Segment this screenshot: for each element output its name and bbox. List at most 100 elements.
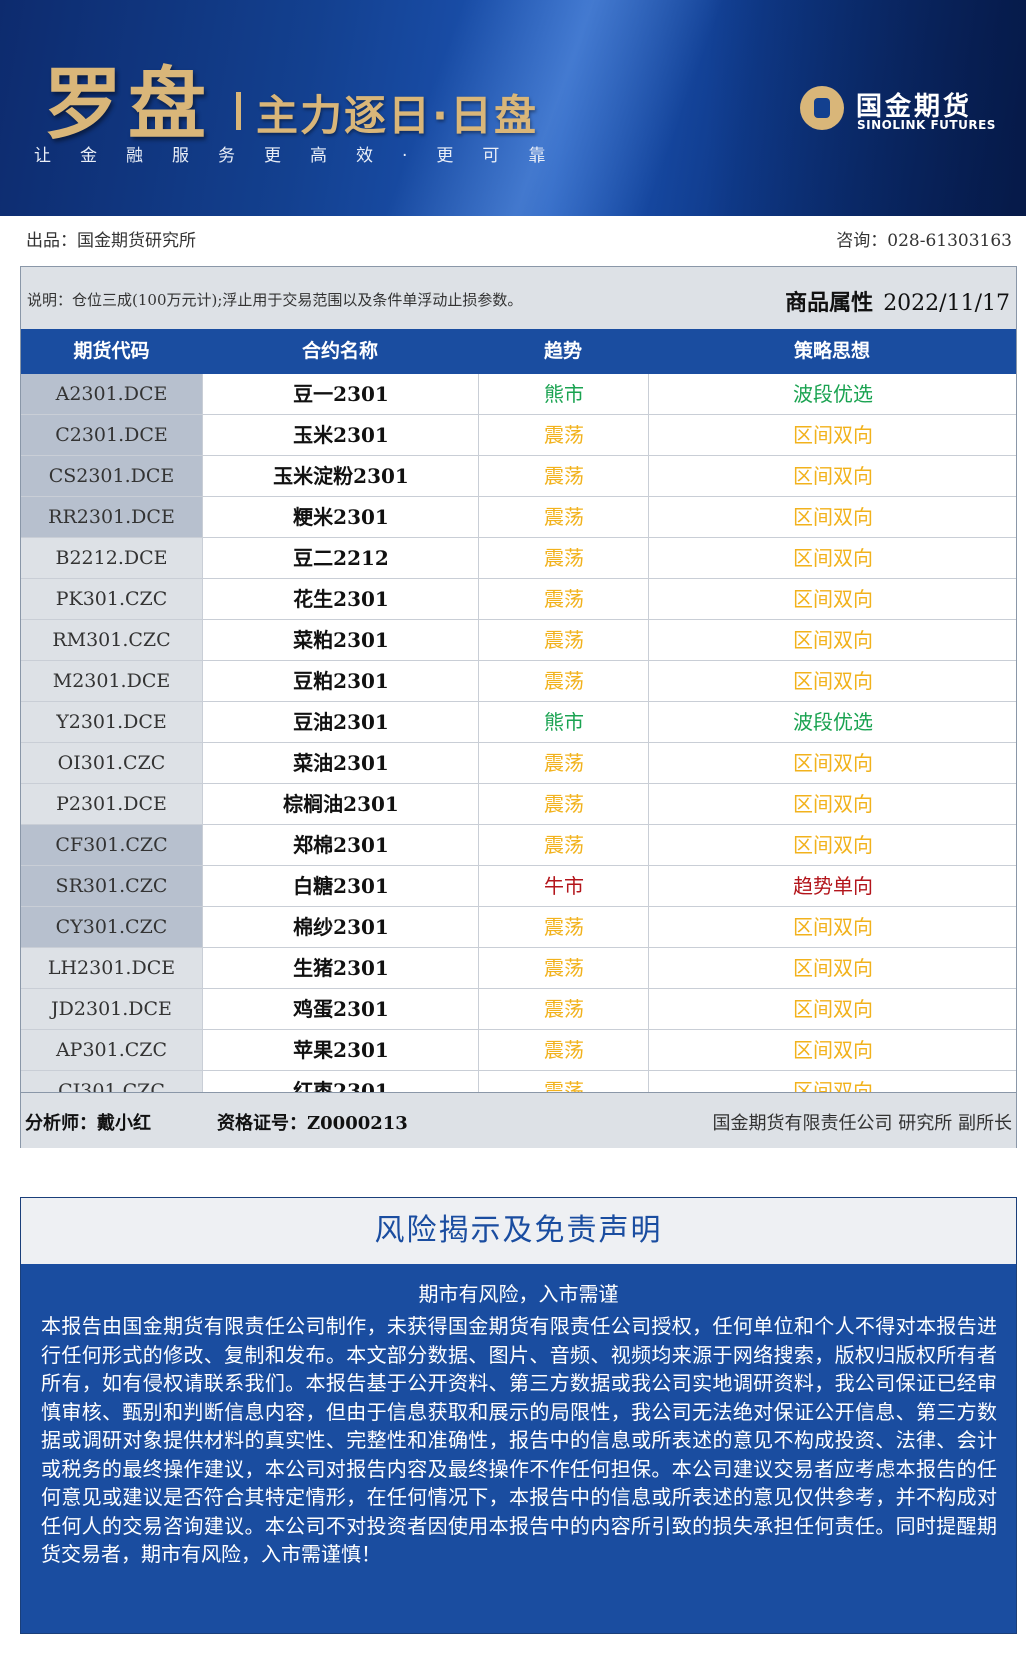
strategy: 区间双向 xyxy=(648,825,1017,865)
property-date: 商品属性 2022/11/17 xyxy=(785,285,1010,317)
contact-phone: 咨询：028-61303163 xyxy=(836,231,1012,251)
table-row: CF301.CZC 郑棉2301 震荡 区间双向 xyxy=(21,825,1016,866)
strategy: 区间双向 xyxy=(648,497,1017,537)
table-note-row: 说明：仓位三成(100万元计);浮止用于交易范围以及条件单浮动止损参数。 商品属… xyxy=(21,267,1016,329)
certificate-number: 资格证号：Z0000213 xyxy=(217,1113,408,1134)
futures-code: P2301.DCE xyxy=(21,784,202,824)
header-strategy: 策略思想 xyxy=(793,340,870,362)
table-row: OI301.CZC 菜油2301 震荡 区间双向 xyxy=(21,743,1016,784)
futures-code: CF301.CZC xyxy=(21,825,202,865)
trend: 震荡 xyxy=(478,948,649,988)
contract-name: 菜油2301 xyxy=(202,743,479,783)
futures-code: OI301.CZC xyxy=(21,743,202,783)
brand-divider xyxy=(236,92,241,130)
table-row: JD2301.DCE 鸡蛋2301 震荡 区间双向 xyxy=(21,989,1016,1030)
table-row: RM301.CZC 菜粕2301 震荡 区间双向 xyxy=(21,620,1016,661)
strategy: 波段优选 xyxy=(648,702,1017,742)
brand-title: 罗盘 xyxy=(44,59,213,150)
strategy: 区间双向 xyxy=(648,784,1017,824)
trend: 震荡 xyxy=(478,497,649,537)
trend: 震荡 xyxy=(478,989,649,1029)
table-row: AP301.CZC 苹果2301 震荡 区间双向 xyxy=(21,1030,1016,1071)
contract-name: 生猪2301 xyxy=(202,948,479,988)
trend: 震荡 xyxy=(478,415,649,455)
company-logo-icon xyxy=(800,86,844,130)
property-label: 商品属性 xyxy=(785,290,874,316)
contract-name: 菜粕2301 xyxy=(202,620,479,660)
futures-code: RM301.CZC xyxy=(21,620,202,660)
company-name-cn: 国金期货 xyxy=(856,92,973,122)
futures-code: Y2301.DCE xyxy=(21,702,202,742)
header-trend: 趋势 xyxy=(543,340,582,362)
futures-code: B2212.DCE xyxy=(21,538,202,578)
contract-name: 棉纱2301 xyxy=(202,907,479,947)
strategy: 区间双向 xyxy=(648,538,1017,578)
contract-name: 鸡蛋2301 xyxy=(202,989,479,1029)
trend: 震荡 xyxy=(478,661,649,701)
futures-code: M2301.DCE xyxy=(21,661,202,701)
strategy: 区间双向 xyxy=(648,456,1017,496)
strategy: 区间双向 xyxy=(648,989,1017,1029)
table-body: A2301.DCE 豆一2301 熊市 波段优选 C2301.DCE 玉米2301 震荡 区间… xyxy=(21,374,1016,1112)
trend: 震荡 xyxy=(478,1030,649,1070)
contract-name: 苹果2301 xyxy=(202,1030,479,1070)
trend: 震荡 xyxy=(478,784,649,824)
contract-name: 玉米2301 xyxy=(202,415,479,455)
futures-code: AP301.CZC xyxy=(21,1030,202,1070)
table-row: SR301.CZC 白糖2301 牛市 趋势单向 xyxy=(21,866,1016,907)
table-row: C2301.DCE 玉米2301 震荡 区间双向 xyxy=(21,415,1016,456)
disclaimer-box: 风险揭示及免责声明 期市有风险，入市需谨 本报告由国金期货有限责任公司制作，未获… xyxy=(20,1197,1017,1634)
company-name-en: SINOLINK FUTURES xyxy=(857,118,996,132)
disclaimer-body: 本报告由国金期货有限责任公司制作，未获得国金期货有限责任公司授权，任何单位和个人… xyxy=(41,1314,997,1566)
contract-name: 豆粕2301 xyxy=(202,661,479,701)
report-title: 主力逐日·日盘 xyxy=(256,91,538,140)
strategy: 区间双向 xyxy=(648,579,1017,619)
table-row: CS2301.DCE 玉米淀粉2301 震荡 区间双向 xyxy=(21,456,1016,497)
trend: 震荡 xyxy=(478,579,649,619)
trend: 熊市 xyxy=(478,374,649,414)
table-note: 说明：仓位三成(100万元计);浮止用于交易范围以及条件单浮动止损参数。 xyxy=(27,291,523,309)
contract-name: 白糖2301 xyxy=(202,866,479,906)
table-row: Y2301.DCE 豆油2301 熊市 波段优选 xyxy=(21,702,1016,743)
table-header: 期货代码 合约名称 趋势 策略思想 xyxy=(21,329,1016,374)
analyst: 分析师：戴小红 xyxy=(25,1113,151,1134)
strategy: 区间双向 xyxy=(648,1030,1017,1070)
table-row: P2301.DCE 棕榈油2301 震荡 区间双向 xyxy=(21,784,1016,825)
banner-shade xyxy=(706,0,1026,216)
strategy: 区间双向 xyxy=(648,620,1017,660)
contract-name: 花生2301 xyxy=(202,579,479,619)
trend: 震荡 xyxy=(478,620,649,660)
contract-name: 豆二2212 xyxy=(202,538,479,578)
contract-name: 粳米2301 xyxy=(202,497,479,537)
futures-code: CS2301.DCE xyxy=(21,456,202,496)
company-affiliation: 国金期货有限责任公司 研究所 副所长 xyxy=(712,1113,1012,1134)
trend: 震荡 xyxy=(478,743,649,783)
slogan: 让金融服务更高效·更可靠 xyxy=(34,146,575,166)
strategy-table: 说明：仓位三成(100万元计);浮止用于交易范围以及条件单浮动止损参数。 商品属… xyxy=(20,266,1017,1148)
header-code: 期货代码 xyxy=(73,340,150,362)
futures-code: C2301.DCE xyxy=(21,415,202,455)
table-footer: 分析师：戴小红 资格证号：Z0000213 国金期货有限责任公司 研究所 副所长 xyxy=(21,1092,1016,1148)
table-row: M2301.DCE 豆粕2301 震荡 区间双向 xyxy=(21,661,1016,702)
trend: 震荡 xyxy=(478,825,649,865)
trend: 震荡 xyxy=(478,456,649,496)
contract-name: 玉米淀粉2301 xyxy=(202,456,479,496)
futures-code: RR2301.DCE xyxy=(21,497,202,537)
futures-code: SR301.CZC xyxy=(21,866,202,906)
table-row: CY301.CZC 棉纱2301 震荡 区间双向 xyxy=(21,907,1016,948)
contract-name: 豆油2301 xyxy=(202,702,479,742)
strategy: 区间双向 xyxy=(648,907,1017,947)
trend: 震荡 xyxy=(478,538,649,578)
futures-code: A2301.DCE xyxy=(21,374,202,414)
trend: 牛市 xyxy=(478,866,649,906)
contract-name: 郑棉2301 xyxy=(202,825,479,865)
publisher: 出品：国金期货研究所 xyxy=(26,231,196,251)
futures-code: JD2301.DCE xyxy=(21,989,202,1029)
table-row: B2212.DCE 豆二2212 震荡 区间双向 xyxy=(21,538,1016,579)
table-row: PK301.CZC 花生2301 震荡 区间双向 xyxy=(21,579,1016,620)
contract-name: 豆一2301 xyxy=(202,374,479,414)
strategy: 区间双向 xyxy=(648,661,1017,701)
strategy: 波段优选 xyxy=(648,374,1017,414)
table-row: A2301.DCE 豆一2301 熊市 波段优选 xyxy=(21,374,1016,415)
trend: 熊市 xyxy=(478,702,649,742)
